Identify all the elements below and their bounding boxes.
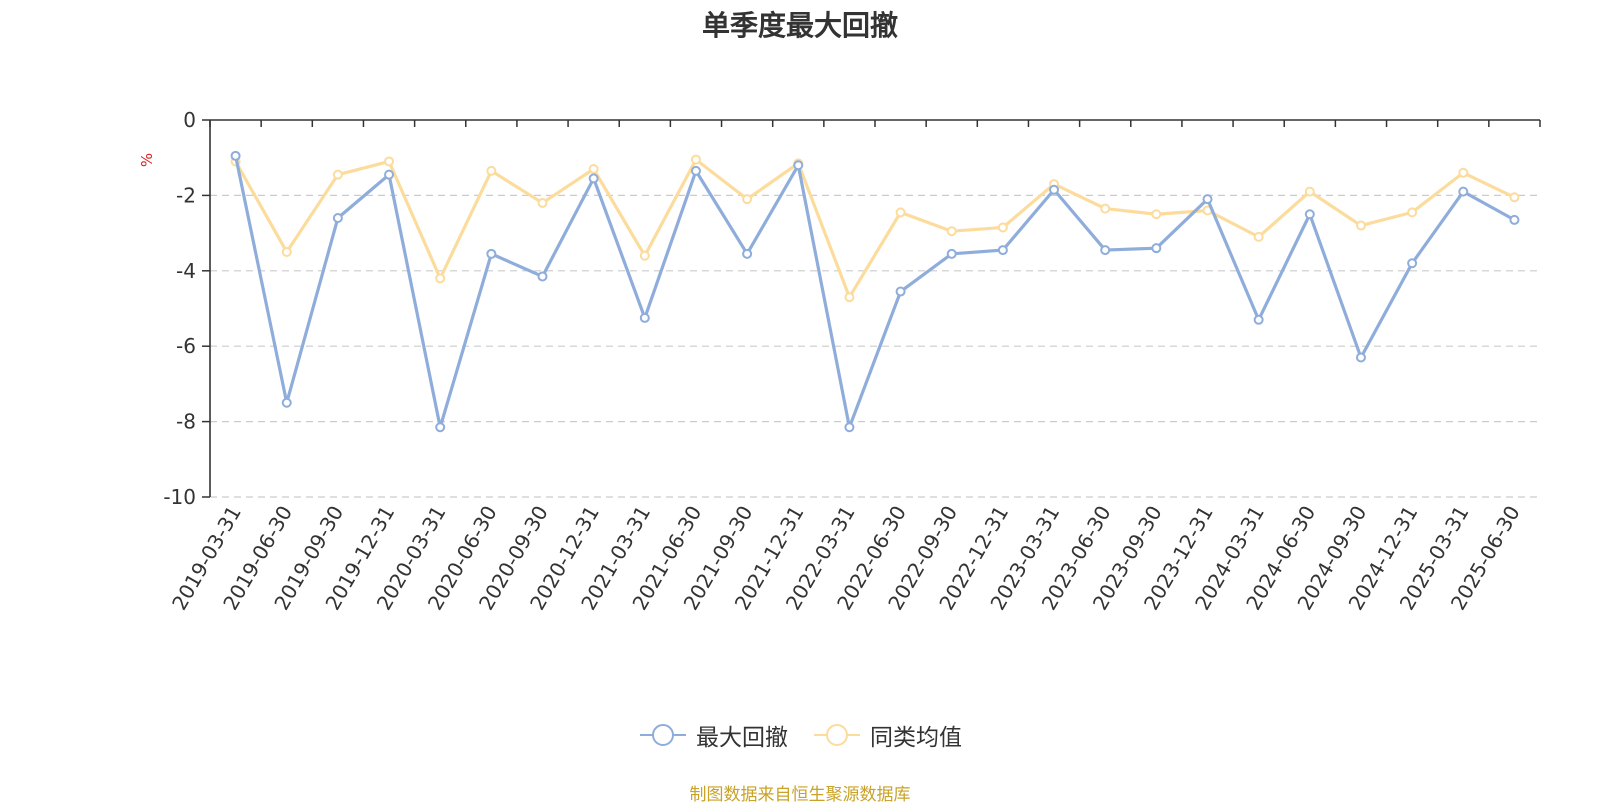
data-point xyxy=(1304,186,1315,197)
legend-swatch xyxy=(640,724,686,746)
legend-item-2[interactable]: 同类均值 xyxy=(812,718,962,752)
data-point xyxy=(844,422,855,433)
series-1 xyxy=(230,150,1520,433)
data-point xyxy=(1458,186,1469,197)
data-point xyxy=(639,312,650,323)
axis-layer: 0-2-4-6-8-102019-03-312019-06-302019-09-… xyxy=(163,108,1541,614)
series-layer xyxy=(230,150,1520,433)
data-point xyxy=(230,150,241,161)
legend-item-1[interactable]: 最大回撤 xyxy=(638,718,788,752)
data-point xyxy=(690,154,701,165)
data-point xyxy=(537,271,548,282)
y-tick-label: -4 xyxy=(176,259,196,283)
data-point xyxy=(742,248,753,259)
y-axis-label: % xyxy=(138,153,156,167)
data-point xyxy=(281,397,292,408)
data-point xyxy=(895,207,906,218)
y-tick-label: -8 xyxy=(176,410,196,434)
data-point xyxy=(1407,207,1418,218)
data-point xyxy=(486,248,497,259)
data-point xyxy=(1100,245,1111,256)
chart-title: 单季度最大回撤 xyxy=(701,9,898,42)
data-point xyxy=(639,250,650,261)
data-point xyxy=(435,273,446,284)
data-point xyxy=(588,173,599,184)
data-point xyxy=(384,156,395,167)
series-line xyxy=(234,155,1516,429)
data-point xyxy=(1151,209,1162,220)
data-point xyxy=(435,422,446,433)
data-point xyxy=(844,292,855,303)
line-chart: 0-2-4-6-8-102019-03-312019-06-302019-09-… xyxy=(138,108,1541,614)
data-point xyxy=(1049,184,1060,195)
y-tick-label: -2 xyxy=(176,183,196,207)
data-point xyxy=(690,165,701,176)
data-point xyxy=(946,226,957,237)
source-note: 制图数据来自恒生聚源数据库 xyxy=(689,785,911,805)
data-point xyxy=(332,213,343,224)
legend-swatch xyxy=(814,724,860,746)
data-point xyxy=(895,286,906,297)
data-point xyxy=(997,222,1008,233)
data-point xyxy=(1407,258,1418,269)
data-point xyxy=(1100,203,1111,214)
data-point xyxy=(946,248,957,259)
legend-label: 最大回撤 xyxy=(696,725,788,751)
data-point xyxy=(537,197,548,208)
data-point xyxy=(1509,214,1520,225)
data-point xyxy=(1458,167,1469,178)
data-point xyxy=(1304,209,1315,220)
series-line xyxy=(234,157,1516,299)
data-point xyxy=(281,246,292,257)
data-point xyxy=(1253,231,1264,242)
data-point xyxy=(742,194,753,205)
data-point xyxy=(1355,220,1366,231)
data-point xyxy=(1202,194,1213,205)
series-2 xyxy=(230,154,1520,303)
data-point xyxy=(793,160,804,171)
data-point xyxy=(384,169,395,180)
data-point xyxy=(1253,314,1264,325)
data-point xyxy=(1151,243,1162,254)
y-tick-label: -6 xyxy=(176,334,196,358)
data-point xyxy=(332,169,343,180)
data-point xyxy=(588,164,599,175)
legend: 最大回撤 同类均值 xyxy=(0,718,1600,754)
data-point xyxy=(1509,192,1520,203)
data-point xyxy=(1355,352,1366,363)
data-point xyxy=(486,165,497,176)
legend-label: 同类均值 xyxy=(870,725,962,751)
data-point xyxy=(997,245,1008,256)
y-tick-label: -10 xyxy=(163,485,196,509)
grid-layer xyxy=(210,194,1540,498)
y-tick-label: 0 xyxy=(183,108,196,132)
